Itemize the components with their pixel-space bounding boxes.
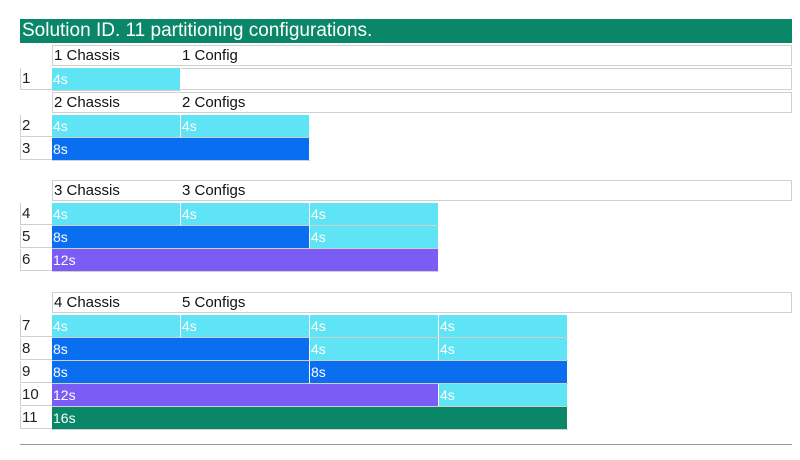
row-divider: [52, 90, 181, 91]
partition-cell: 4s: [439, 338, 568, 360]
group-header: [52, 92, 792, 113]
partition-cell: 4s: [310, 315, 439, 337]
group-header: [52, 45, 792, 66]
row-divider: [52, 337, 568, 338]
partition-cell: 8s: [52, 361, 310, 383]
row-number: 9: [20, 361, 52, 383]
row-number: 2: [20, 115, 52, 137]
partition-cell: 4s: [52, 115, 181, 137]
partition-cell: 4s: [52, 203, 181, 225]
row-divider: [52, 271, 439, 272]
partition-cell: 8s: [52, 226, 310, 248]
row-divider: [52, 137, 310, 138]
partition-cell: 4s: [439, 315, 568, 337]
partition-cell: 4s: [439, 384, 568, 406]
chassis-count-label: 4 Chassis: [54, 294, 120, 311]
config-count-label: 3 Configs: [182, 182, 246, 199]
row-number: 5: [20, 226, 52, 248]
chassis-count-label: 1 Chassis: [54, 47, 120, 64]
bottom-divider: [20, 444, 792, 445]
row-divider: [52, 360, 568, 361]
config-count-label: 2 Configs: [182, 94, 246, 111]
partition-cell: 8s: [52, 338, 310, 360]
row-divider: [52, 383, 568, 384]
partition-cell: 4s: [310, 338, 439, 360]
row-track: [52, 68, 792, 90]
group-header: [52, 180, 792, 201]
partition-cell: 4s: [181, 115, 310, 137]
group-header: [52, 292, 792, 313]
row-number: 6: [20, 249, 52, 271]
row-number: 7: [20, 315, 52, 337]
partition-cell: 8s: [52, 138, 310, 160]
partition-cell: 4s: [310, 226, 439, 248]
row-number: 10: [20, 384, 52, 406]
row-divider: [52, 429, 568, 430]
partition-cell: 8s: [310, 361, 568, 383]
chassis-count-label: 2 Chassis: [54, 94, 120, 111]
partition-cell: 4s: [181, 203, 310, 225]
row-number: 4: [20, 203, 52, 225]
row-divider: [52, 406, 568, 407]
diagram-title: Solution ID. 11 partitioning configurati…: [20, 19, 792, 43]
row-number: 3: [20, 138, 52, 160]
partition-cell: 4s: [52, 315, 181, 337]
partition-cell: 12s: [52, 384, 439, 406]
chassis-count-label: 3 Chassis: [54, 182, 120, 199]
partition-cell: 4s: [310, 203, 439, 225]
partition-cell: 12s: [52, 249, 439, 271]
row-divider: [52, 248, 439, 249]
row-divider: [52, 160, 310, 161]
partition-cell: 4s: [181, 315, 310, 337]
row-number: 11: [20, 407, 52, 429]
config-count-label: 5 Configs: [182, 294, 246, 311]
config-count-label: 1 Config: [182, 47, 238, 64]
partition-cell: 4s: [52, 68, 181, 90]
row-number: 1: [20, 68, 52, 90]
row-divider: [52, 225, 439, 226]
partition-cell: 16s: [52, 407, 568, 429]
row-number: 8: [20, 338, 52, 360]
